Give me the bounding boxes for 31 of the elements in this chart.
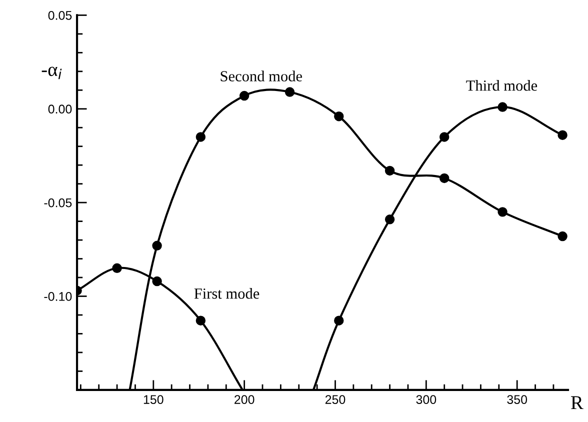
y-tick-label: 0.00: [48, 104, 72, 114]
annotation: First mode: [194, 288, 260, 299]
annotation: Second mode: [220, 70, 302, 82]
point: [384, 166, 395, 176]
point: [334, 316, 344, 326]
y-tick-label: -0.10: [44, 292, 72, 301]
y-tick-label: 0.05: [48, 10, 72, 20]
point: [284, 87, 295, 97]
point: [498, 207, 508, 217]
point: [439, 173, 450, 184]
point: [196, 316, 206, 326]
point: [558, 231, 568, 242]
annotation: Third mode: [466, 80, 538, 91]
x-tick-label: 200: [234, 395, 254, 404]
point: [196, 132, 206, 142]
point: [498, 102, 508, 112]
point: [558, 130, 568, 140]
x-tick-label: 350: [507, 395, 528, 404]
point: [334, 112, 344, 122]
point: [439, 132, 450, 142]
point: [384, 214, 395, 224]
y-tick-label: -0.05: [44, 198, 72, 208]
x-tick-label: 150: [144, 395, 164, 404]
point: [239, 90, 250, 101]
x-tick-label: 300: [416, 395, 436, 404]
point: [152, 276, 162, 286]
x-tick-label: 250: [325, 395, 346, 404]
point: [112, 263, 122, 273]
x-axis-title: R: [571, 396, 584, 410]
point: [152, 240, 162, 251]
y-axis-title: -α$_{i}$: [42, 66, 62, 80]
